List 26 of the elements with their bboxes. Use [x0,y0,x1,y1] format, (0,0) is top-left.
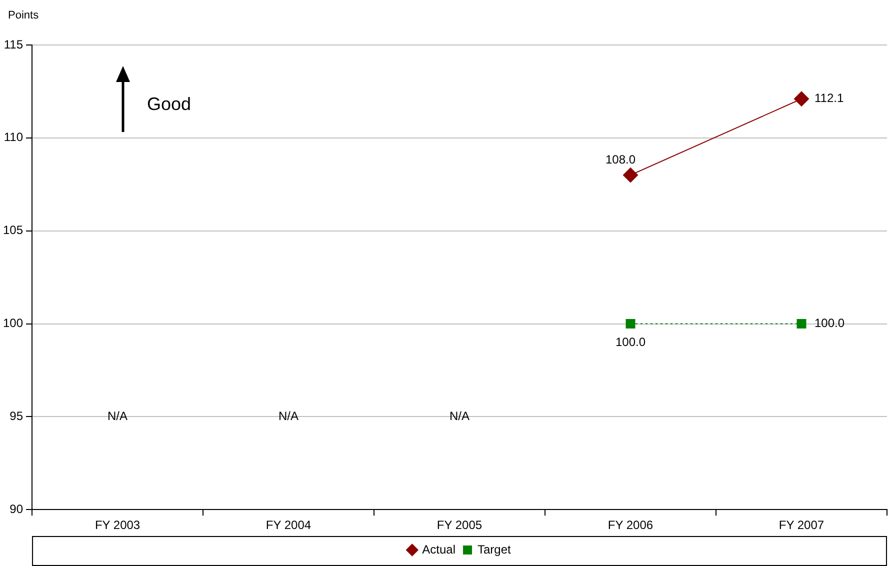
annotation: N/A [450,408,470,423]
legend-label: Target [478,542,512,556]
x-tick-label: FY 2003 [94,518,140,532]
legend-label: Actual [422,542,456,556]
data-label: 108.0 [605,152,636,166]
point [794,91,809,106]
x-tick-label: FY 2004 [266,518,312,532]
y-tick-label: 110 [4,130,24,144]
point [626,319,636,329]
annotation: N/A [278,408,299,423]
point [796,319,806,329]
data-label: 100.0 [814,316,845,330]
y-axis-title: Points [8,10,40,22]
annotation: N/A [108,408,128,423]
data-label: 112.1 [814,91,844,106]
x-tick-label: FY 2007 [778,518,824,532]
y-tick-label: 95 [10,408,24,423]
y-tick-label: 100 [2,316,24,330]
annotation: Good [147,94,192,115]
y-tick-label: 90 [10,502,24,516]
x-tick-label: FY 2006 [608,518,654,532]
x-tick-label: FY 2005 [436,518,482,532]
y-tick-label: 115 [4,37,24,52]
point [623,168,638,183]
data-label: 100.0 [615,335,646,350]
y-tick-label: 105 [2,223,24,238]
